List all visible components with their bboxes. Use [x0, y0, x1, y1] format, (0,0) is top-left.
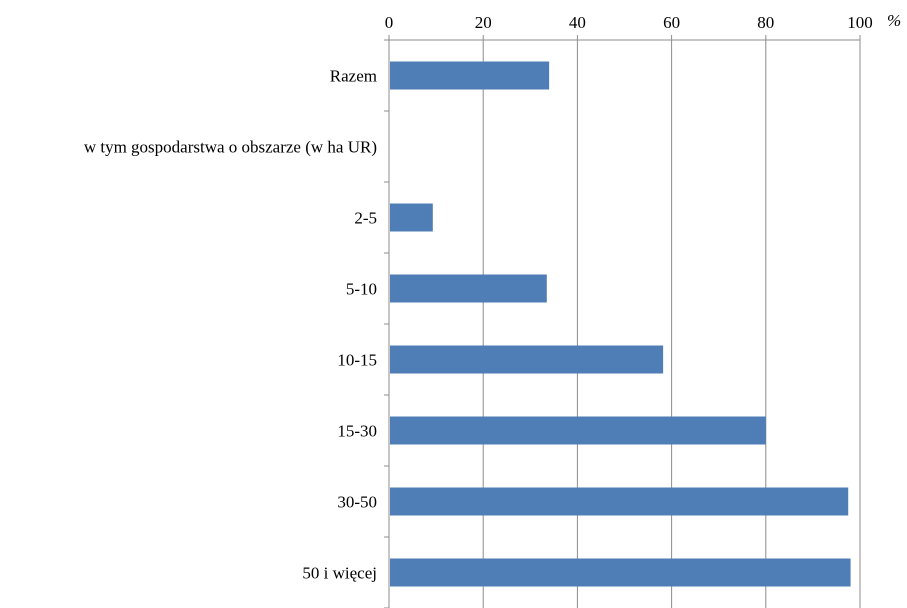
category-label: 30-50: [337, 493, 377, 512]
category-label: 5-10: [346, 280, 377, 299]
x-unit-label: %: [887, 11, 901, 30]
bar: [390, 203, 433, 232]
x-tick-label: 100: [847, 13, 873, 32]
x-tick-labels: 0 20 40 60 80 100%: [385, 11, 901, 32]
category-label: 15-30: [337, 422, 377, 441]
axes: [384, 35, 861, 608]
gridlines: [482, 40, 861, 608]
x-tick-label: 60: [663, 13, 680, 32]
bar: [390, 558, 851, 587]
x-tick-label: 40: [569, 13, 586, 32]
category-label: Razem: [330, 67, 377, 86]
bar: [390, 274, 547, 303]
bar: [390, 345, 664, 374]
x-tick-label: 0: [385, 13, 394, 32]
category-label: 50 i więcej: [302, 564, 377, 583]
bars: [390, 61, 851, 587]
x-tick-label: 80: [757, 13, 774, 32]
category-label: w tym gospodarstwa o obszarze (w ha UR): [84, 138, 377, 157]
category-labels: Razem w tym gospodarstwa o obszarze (w ha…: [84, 67, 377, 583]
x-tick-label: 20: [475, 13, 492, 32]
bar: [390, 416, 766, 445]
bar: [390, 487, 849, 516]
category-label: 10-15: [337, 351, 377, 370]
bar: [390, 61, 550, 90]
category-label: 2-5: [354, 209, 377, 228]
